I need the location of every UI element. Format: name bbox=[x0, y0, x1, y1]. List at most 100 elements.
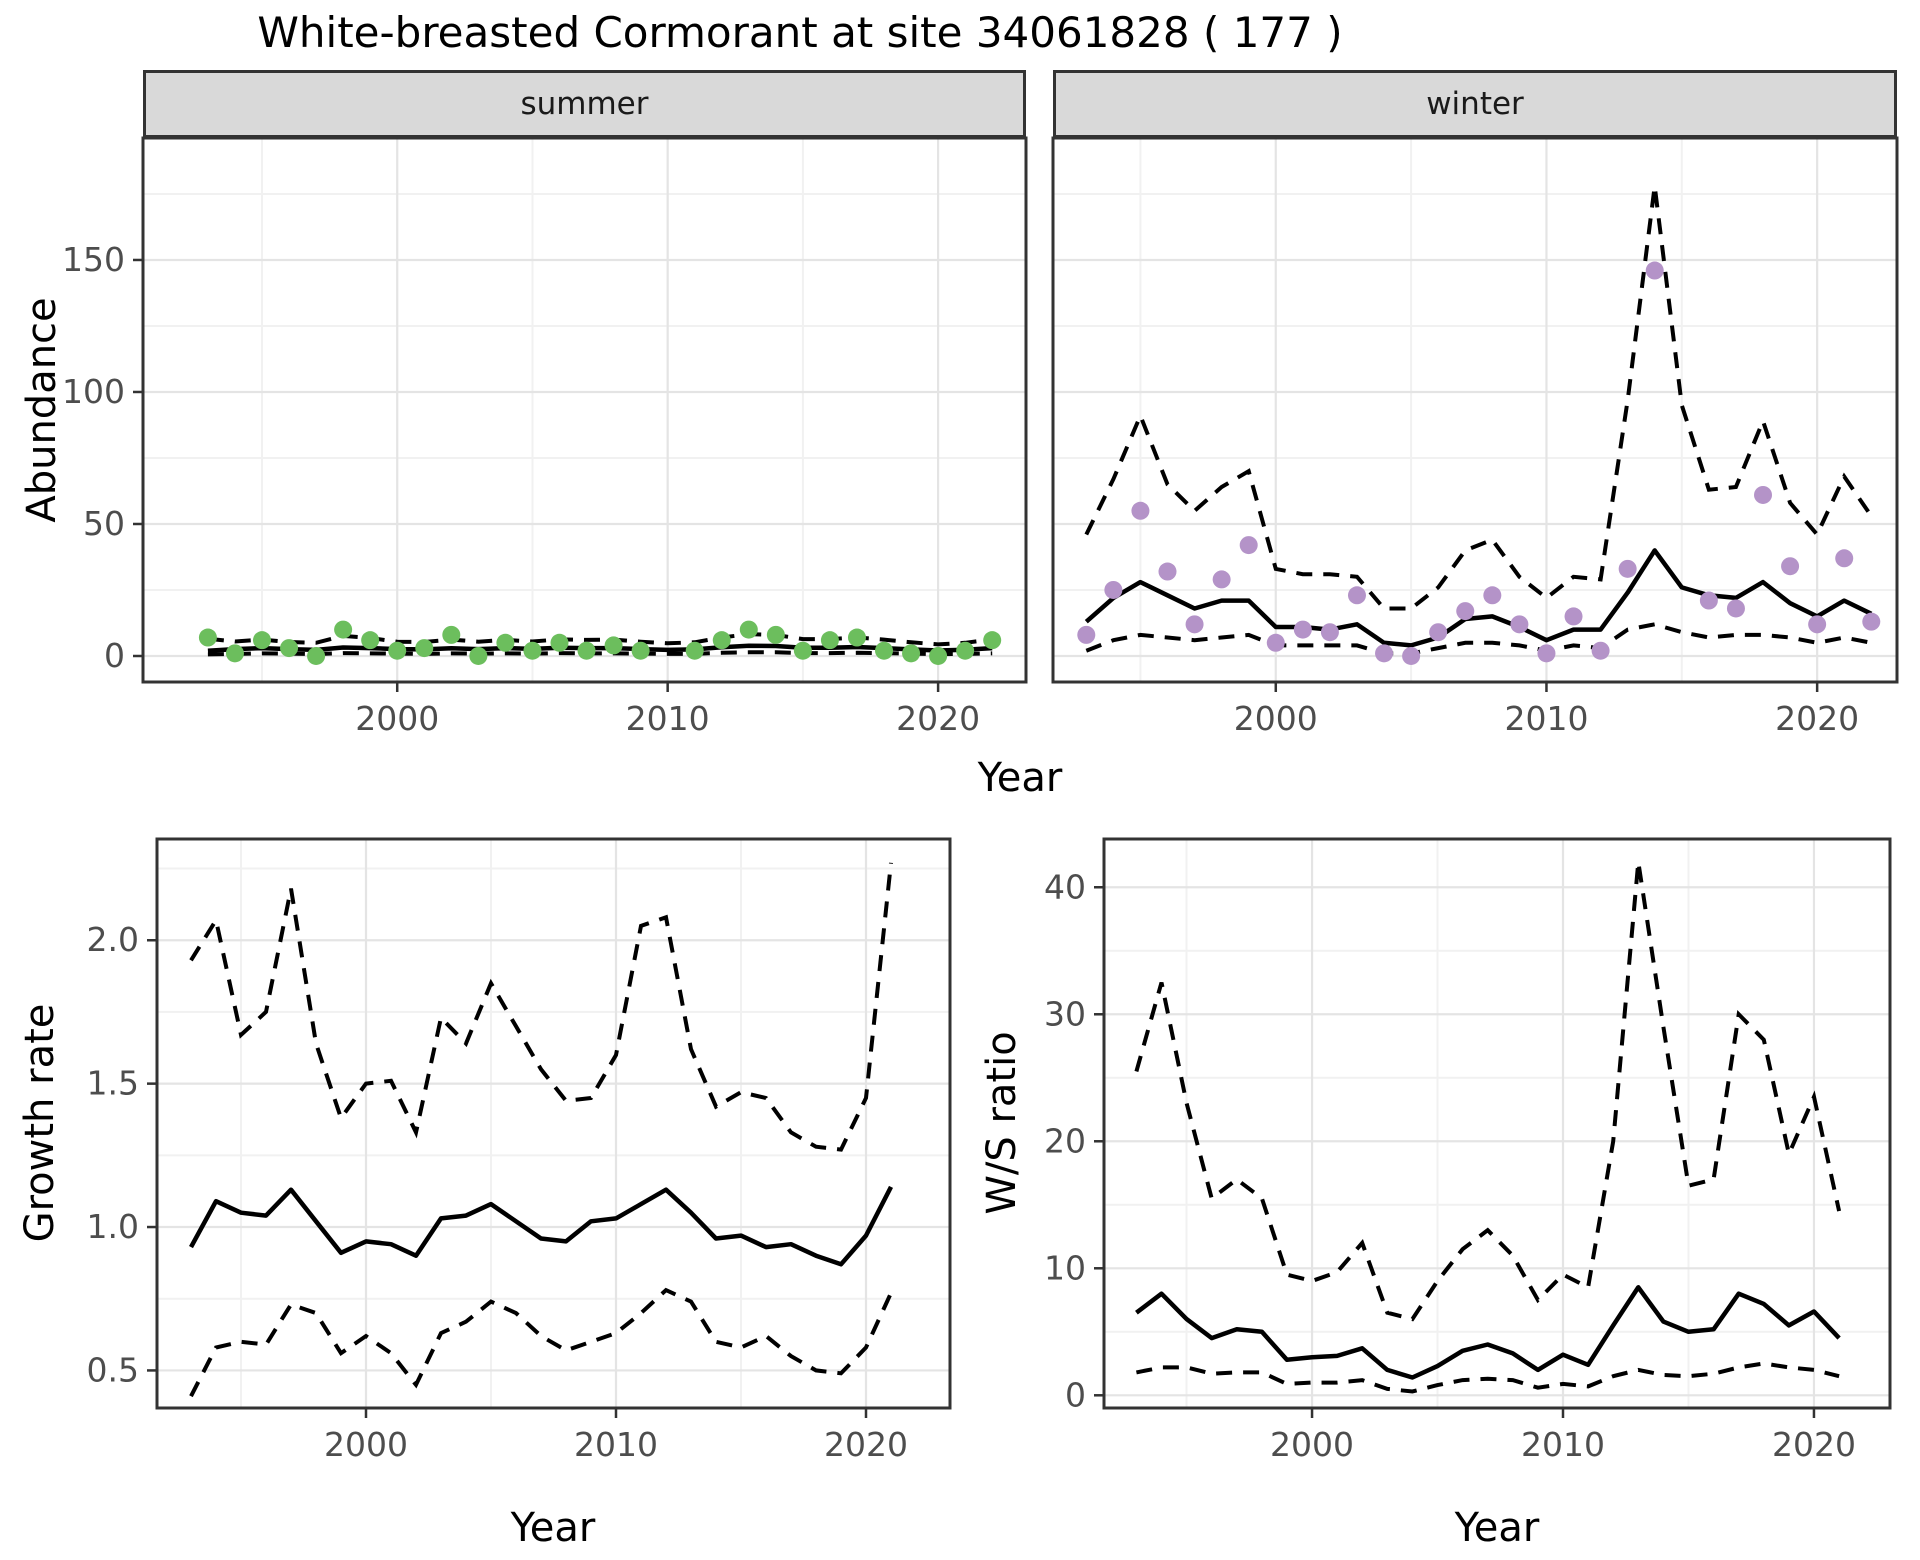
winter-point bbox=[1131, 501, 1150, 520]
winter-point bbox=[1808, 615, 1827, 634]
winter-point bbox=[1510, 615, 1529, 634]
svg-text:2000: 2000 bbox=[324, 1425, 408, 1464]
x-axis-title-year-top: Year bbox=[977, 755, 1063, 801]
winter-point bbox=[1862, 612, 1881, 631]
winter-upper-ci-line bbox=[1084, 185, 1873, 611]
growth-fit-line bbox=[189, 1185, 894, 1267]
winter-fit-line bbox=[1084, 548, 1873, 648]
summer-lower-ci-line bbox=[207, 650, 993, 657]
winter-point bbox=[1077, 625, 1096, 644]
summer-point bbox=[252, 631, 271, 650]
svg-text:50: 50 bbox=[83, 504, 125, 543]
winter-point bbox=[1429, 623, 1448, 642]
svg-text:2020: 2020 bbox=[1775, 699, 1859, 738]
winter-axis-ticks: 2000 2010 2020 bbox=[1234, 682, 1859, 738]
chart-title: White-breasted Cormorant at site 3406182… bbox=[257, 8, 1343, 57]
winter-point bbox=[1645, 261, 1664, 280]
summer-point bbox=[361, 631, 380, 650]
summer-point bbox=[577, 641, 596, 660]
summer-point bbox=[983, 631, 1002, 650]
summer-point bbox=[388, 641, 407, 660]
growth-panel: 2000 2010 2020 0.5 1.0 1.5 2.0 bbox=[87, 837, 952, 1464]
winter-point bbox=[1402, 646, 1421, 665]
svg-text:40: 40 bbox=[1044, 867, 1086, 906]
growth-axis-ticks: 2000 2010 2020 0.5 1.0 1.5 2.0 bbox=[87, 920, 908, 1464]
winter-point bbox=[1293, 620, 1312, 639]
winter-point bbox=[1212, 570, 1231, 589]
summer-point bbox=[847, 628, 866, 647]
svg-text:2020: 2020 bbox=[1772, 1425, 1856, 1464]
winter-point bbox=[1375, 644, 1394, 663]
svg-text:0: 0 bbox=[104, 636, 125, 675]
summer-fit-line bbox=[207, 643, 993, 653]
svg-text:2.0: 2.0 bbox=[87, 920, 139, 959]
summer-point bbox=[929, 646, 948, 665]
svg-text:150: 150 bbox=[62, 240, 125, 279]
summer-point bbox=[442, 625, 461, 644]
svg-text:2010: 2010 bbox=[1504, 699, 1588, 738]
svg-text:2000: 2000 bbox=[1270, 1425, 1354, 1464]
svg-text:2010: 2010 bbox=[574, 1425, 658, 1464]
svg-text:2020: 2020 bbox=[896, 699, 980, 738]
winter-point bbox=[1699, 591, 1718, 610]
summer-point bbox=[225, 644, 244, 663]
winter-point bbox=[1537, 644, 1556, 663]
winter-point bbox=[1104, 580, 1123, 599]
facet-strip-winter-label: winter bbox=[1426, 86, 1524, 122]
svg-text:20: 20 bbox=[1044, 1121, 1086, 1160]
svg-text:2010: 2010 bbox=[1521, 1425, 1605, 1464]
summer-point bbox=[956, 641, 975, 660]
summer-point bbox=[685, 641, 704, 660]
svg-text:2000: 2000 bbox=[355, 699, 439, 738]
winter-panel: 2000 2010 2020 bbox=[1051, 136, 1899, 738]
summer-point bbox=[604, 636, 623, 655]
summer-point bbox=[523, 641, 542, 660]
ws-axis-ticks: 2000 2010 2020 0 10 20 30 40 bbox=[1044, 867, 1856, 1464]
winter-point bbox=[1618, 559, 1637, 578]
winter-point bbox=[1266, 633, 1285, 652]
winter-point bbox=[1754, 485, 1773, 504]
ws-fit-line bbox=[1135, 1285, 1841, 1380]
summer-point bbox=[712, 631, 731, 650]
svg-text:100: 100 bbox=[62, 372, 125, 411]
ws-panel: 2000 2010 2020 0 10 20 30 40 bbox=[1044, 837, 1892, 1464]
growth-upper-ci-line bbox=[189, 862, 893, 1152]
summer-point bbox=[334, 620, 353, 639]
summer-point bbox=[280, 639, 299, 658]
winter-point bbox=[1158, 562, 1177, 581]
winter-point bbox=[1347, 586, 1366, 605]
winter-point bbox=[1564, 607, 1583, 626]
summer-point bbox=[902, 644, 921, 663]
summer-points bbox=[198, 620, 1002, 665]
winter-point bbox=[1781, 557, 1800, 576]
summer-gridlines bbox=[143, 138, 1026, 682]
svg-text:1.0: 1.0 bbox=[87, 1207, 139, 1246]
summer-point bbox=[875, 641, 894, 660]
ws-upper-ci-line bbox=[1134, 861, 1842, 1322]
summer-point bbox=[198, 628, 217, 647]
winter-point bbox=[1185, 615, 1204, 634]
winter-point bbox=[1835, 549, 1854, 568]
winter-point bbox=[1591, 641, 1610, 660]
winter-point bbox=[1456, 602, 1475, 621]
summer-point bbox=[766, 625, 785, 644]
ws-lower-ci-line bbox=[1136, 1361, 1840, 1394]
growth-lower-ci-line bbox=[189, 1287, 893, 1398]
svg-text:1.5: 1.5 bbox=[87, 1064, 139, 1103]
summer-point bbox=[415, 639, 434, 658]
summer-point bbox=[307, 646, 326, 665]
facet-strip-summer: summer bbox=[143, 70, 1026, 138]
winter-gridlines bbox=[1053, 138, 1897, 682]
summer-point bbox=[469, 646, 488, 665]
summer-point bbox=[550, 633, 569, 652]
svg-text:10: 10 bbox=[1044, 1248, 1086, 1287]
svg-text:2010: 2010 bbox=[626, 699, 710, 738]
summer-point bbox=[820, 631, 839, 650]
facet-strip-summer-label: summer bbox=[520, 86, 649, 122]
summer-point bbox=[631, 641, 650, 660]
svg-text:0.5: 0.5 bbox=[87, 1350, 139, 1389]
winter-point bbox=[1320, 623, 1339, 642]
facet-strip-winter: winter bbox=[1053, 70, 1897, 138]
